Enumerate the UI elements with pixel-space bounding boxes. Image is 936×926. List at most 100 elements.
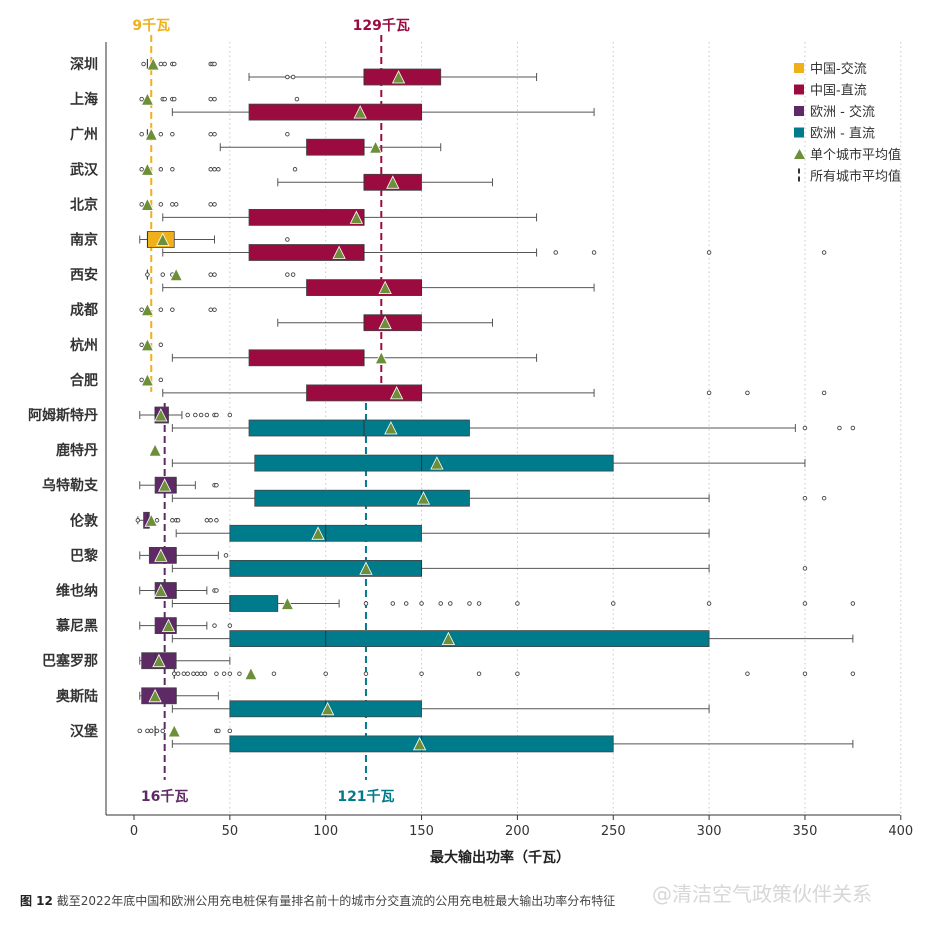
- city-10-ac-outlier-3: [204, 412, 210, 418]
- city-3-ac-outlier-5: [216, 167, 221, 172]
- x-tick-label-250: 250: [601, 824, 626, 839]
- city-10-dc: [171, 419, 856, 437]
- city-19-ac-outlier-2: [149, 728, 154, 734]
- city-10-ac-mean-marker: [154, 408, 168, 422]
- grid-lines: [229, 42, 902, 815]
- ref-label-16: 16千瓦: [141, 788, 188, 805]
- city-2-ac-outlier-5: [285, 131, 290, 137]
- city-6-dc-mean-marker: [378, 280, 392, 295]
- city-13-ac: [135, 511, 219, 529]
- city-label-14: 巴黎: [70, 547, 98, 564]
- legend-label-eu_dc: 欧洲 - 直流: [810, 127, 875, 142]
- city-13-ac-outlier-7: [214, 518, 219, 523]
- city-14-dc-mean-marker: [359, 561, 373, 575]
- city-label-9: 合肥: [70, 372, 98, 389]
- city-18-dc-mean-marker: [320, 701, 335, 716]
- city-15-dc-outlier-6: [467, 601, 472, 606]
- city-6-ac-outlier-1: [160, 272, 166, 277]
- city-17-dc-outlier-20: [850, 671, 856, 676]
- city-13-ac-outlier-4: [175, 518, 181, 523]
- legend-swatch-cn_ac: [794, 63, 804, 73]
- city-4-dc-mean-marker: [349, 210, 364, 224]
- city-12-dc-box: [254, 489, 470, 507]
- legend-swatch-cn_dc: [794, 84, 804, 95]
- city-6-dc: [162, 279, 595, 297]
- city-5-ac-mean-marker: [156, 232, 170, 246]
- city-label-19: 汉堡: [70, 723, 98, 740]
- city-2-ac-mean-marker: [144, 127, 158, 141]
- x-tick-label-200: 200: [505, 824, 530, 839]
- city-17-dc-outlier-16: [476, 671, 482, 676]
- city-5-ac-outlier-0: [285, 237, 290, 242]
- legend-label-cn_dc: 中国-直流: [810, 84, 867, 99]
- city-12-dc-mean-marker: [416, 491, 431, 505]
- city-19-ac-mean-marker: [167, 724, 181, 738]
- city-11-dc-mean-marker: [430, 456, 444, 470]
- x-tick-label-400: 400: [888, 824, 913, 839]
- city-5-dc-mean-marker: [332, 245, 346, 259]
- city-18-ac-mean-marker: [148, 688, 162, 703]
- city-1-dc-box: [248, 103, 422, 121]
- city-12-dc-outlier-0: [802, 495, 808, 501]
- city-7-ac-outlier-1: [158, 307, 164, 312]
- city-19-dc-mean-marker: [412, 737, 427, 751]
- city-2-ac-outlier-4: [212, 131, 217, 137]
- city-label-12: 乌特勒支: [42, 477, 99, 494]
- figure-caption-text: 截至2022年底中国和欧洲公用充电桩保有量排名前十的城市分交直流的公用充电桩最大…: [56, 894, 616, 908]
- city-11-ac-mean-marker: [148, 443, 162, 457]
- city-6-ac-outlier-6: [290, 272, 296, 277]
- city-11-dc: [171, 454, 806, 472]
- city-6-ac: [145, 267, 296, 282]
- city-12-ac-outlier-1: [214, 482, 219, 488]
- city-17-dc-outlier-10: [227, 671, 233, 676]
- city-3-ac-outlier-2: [170, 167, 175, 172]
- city-3-dc: [277, 173, 493, 191]
- city-17-dc-outlier-19: [802, 671, 808, 676]
- city-5-ac: [139, 231, 290, 248]
- figure-caption: 图 12 截至2022年底中国和欧洲公用充电桩保有量排名前十的城市分交直流的公用…: [20, 892, 615, 909]
- city-6-dc-box: [306, 279, 422, 297]
- city-label-3: 武汉: [70, 161, 99, 178]
- city-10-dc-outlier-2: [850, 425, 856, 431]
- city-2-ac-outlier-0: [139, 131, 144, 137]
- city-19-dc: [171, 735, 854, 753]
- city-13-ac-outlier-5: [204, 518, 210, 523]
- city-8-ac-outlier-0: [139, 342, 144, 348]
- city-17-dc-outlier-8: [214, 671, 219, 676]
- city-13-ac-outlier-6: [208, 518, 213, 523]
- city-4-ac-outlier-0: [139, 202, 144, 207]
- city-19-ac-outlier-6: [216, 728, 221, 734]
- city-19-ac-outlier-1: [145, 728, 150, 734]
- city-10-ac: [139, 406, 233, 424]
- city-16-ac-outlier-1: [227, 623, 233, 628]
- city-9-ac: [139, 373, 164, 387]
- city-8-ac-outlier-1: [158, 342, 164, 348]
- axes: 0 50 100 150 200 250 300 350 400 最大输出功率（千瓦） 深圳上海广州…: [28, 42, 913, 866]
- city-label-13: 伦敦: [70, 512, 99, 529]
- city-0-ac-mean-marker: [146, 57, 160, 71]
- city-16-dc: [171, 630, 854, 647]
- city-5-dc-outlier-0: [553, 250, 558, 255]
- city-7-ac: [139, 302, 217, 317]
- legend-swatch-eu_dc: [794, 127, 804, 138]
- city-13-dc: [175, 524, 710, 542]
- x-tick-label-100: 100: [313, 824, 338, 839]
- city-14-ac: [139, 547, 229, 564]
- city-17-dc-outlier-7: [202, 671, 208, 676]
- legend-label-avg: 单个城市平均值: [810, 147, 901, 163]
- city-7-dc-box: [363, 314, 422, 332]
- city-10-dc-outlier-0: [802, 425, 808, 431]
- city-2-dc-mean-marker: [368, 140, 383, 154]
- figure-label: 图 12: [20, 894, 53, 908]
- legend-label-cn_ac: 中国-交流: [810, 61, 867, 77]
- city-12-ac: [139, 476, 219, 494]
- city-15-dc-box: [229, 595, 279, 612]
- city-16-ac: [139, 617, 233, 634]
- city-7-dc: [277, 314, 493, 332]
- city-9-dc-mean-marker: [389, 386, 404, 400]
- city-9-dc-outlier-1: [745, 390, 750, 396]
- x-axis-title: 最大输出功率（千瓦）: [430, 849, 570, 866]
- city-4-ac-outlier-3: [173, 202, 179, 207]
- city-16-dc-mean-marker: [441, 631, 456, 645]
- city-17-dc-outlier-17: [515, 671, 520, 676]
